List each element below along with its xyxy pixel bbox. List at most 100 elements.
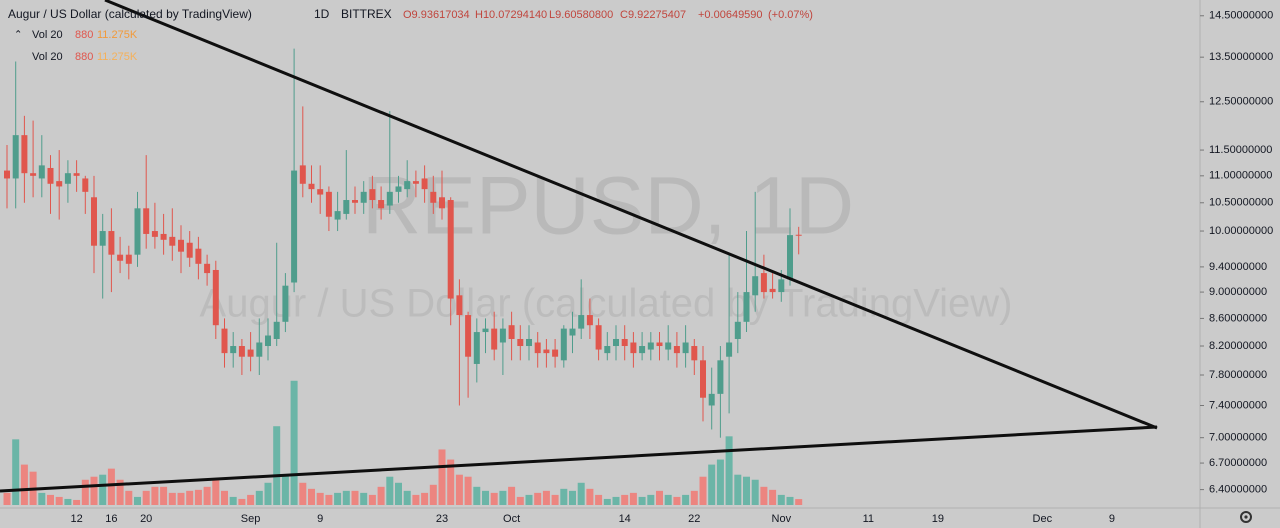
volume-layer [3, 380, 803, 505]
candle-body [491, 328, 498, 350]
volume-bar [395, 482, 402, 505]
candle-body [265, 335, 271, 347]
volume-bar [55, 496, 63, 505]
candle-body [482, 328, 489, 333]
volume-bar [769, 489, 777, 505]
volume-bar [64, 498, 72, 505]
volume-bar [412, 494, 420, 505]
volume-bar [238, 498, 246, 505]
candle-body [647, 342, 654, 350]
collapse-toggle[interactable]: ⌃ [14, 30, 22, 41]
candle-body [499, 328, 506, 343]
volume-bar [621, 494, 629, 505]
candle-body [508, 325, 515, 339]
candle-body [613, 338, 619, 347]
volume-bar [38, 492, 46, 505]
candle-body [578, 315, 585, 329]
volume-legend-name: Vol 20 [32, 29, 63, 41]
volume-bar [142, 490, 150, 505]
candle-body [12, 135, 19, 179]
candle-body [795, 234, 802, 236]
candle-body [169, 236, 176, 246]
candle-body [665, 342, 672, 350]
volume-bar [508, 486, 516, 505]
candle-body [238, 346, 245, 357]
volume-bar [429, 484, 437, 505]
candle-body [743, 292, 750, 322]
candle-body [595, 325, 602, 350]
y-tick-label: 14.50000000 [1209, 10, 1273, 22]
volume-bar [168, 492, 176, 505]
volume-bar [160, 486, 168, 505]
volume-bar [386, 476, 394, 505]
volume-bar [134, 496, 141, 505]
candle-body [299, 165, 306, 184]
candle-body [178, 239, 184, 252]
candle-body [717, 360, 724, 394]
volume-bar [281, 474, 289, 505]
interval: 1D [314, 7, 330, 21]
volume-bar [716, 459, 724, 505]
x-tick-label: 23 [436, 513, 448, 525]
candle-body [708, 393, 715, 406]
settings-button[interactable] [1240, 511, 1252, 523]
volume-bar [786, 496, 794, 505]
y-tick-label: 11.50000000 [1209, 144, 1272, 156]
candle-body [787, 235, 793, 280]
volume-bar [177, 492, 185, 505]
candle-body [769, 288, 776, 293]
volume-bar [699, 476, 707, 505]
x-tick-label: 12 [70, 513, 82, 525]
y-tick-label: 10.50000000 [1209, 197, 1273, 209]
change-percent: (+0.07%) [768, 9, 813, 21]
settings-icon[interactable] [1240, 511, 1252, 523]
candle-body [760, 273, 767, 293]
volume-bar [360, 492, 368, 505]
candle-body [534, 342, 541, 354]
x-tick-label: Nov [772, 513, 792, 525]
volume-bar [421, 492, 429, 505]
volume-bar [690, 490, 698, 505]
candle-body [212, 269, 219, 326]
candle-body [30, 173, 37, 176]
volume-bar [656, 490, 663, 505]
volume-bar [586, 488, 594, 505]
volume-bar [47, 494, 54, 505]
candle-body [447, 200, 454, 299]
candle-body [604, 346, 611, 354]
volume-bar [316, 492, 324, 505]
y-tick-label: 8.60000000 [1209, 312, 1267, 324]
y-tick-label: 7.00000000 [1209, 432, 1267, 444]
candle-body [143, 208, 150, 234]
volume-bar [81, 479, 89, 505]
volume-bar [534, 492, 542, 505]
candle-body [543, 349, 550, 354]
y-tick-label: 6.40000000 [1209, 484, 1267, 496]
watermark-title: Augur / US Dollar (calculated by Trading… [200, 282, 1013, 326]
volume-bar [438, 449, 446, 505]
volume-bar [647, 494, 655, 505]
volume-bar [151, 486, 159, 505]
volume-bar [551, 494, 559, 505]
trend-line [104, 0, 1158, 430]
volume-bar [603, 498, 611, 505]
volume-legend: ⌃ Vol 20 880 11.275K Vol 20 880 11.275K [14, 29, 138, 63]
volume-bar [795, 499, 803, 505]
volume-bar [499, 490, 507, 505]
volume-legend-average: 11.275K [97, 51, 138, 63]
candle-body [734, 321, 741, 339]
y-tick-label: 7.80000000 [1209, 369, 1267, 381]
candle-body [221, 328, 228, 354]
y-tick-label: 9.40000000 [1209, 261, 1267, 273]
volume-bar [708, 464, 716, 505]
candle-body [256, 342, 263, 357]
settings-icon-center[interactable] [1244, 515, 1248, 519]
volume-bar [3, 492, 11, 505]
x-tick-label: 14 [619, 513, 631, 525]
candle-body [38, 165, 45, 179]
ohlc-close: C9.92275407 [620, 9, 686, 21]
candle-body [134, 208, 141, 255]
candle-body [317, 189, 324, 195]
volume-bar [612, 496, 620, 505]
volume-bar [99, 474, 107, 505]
